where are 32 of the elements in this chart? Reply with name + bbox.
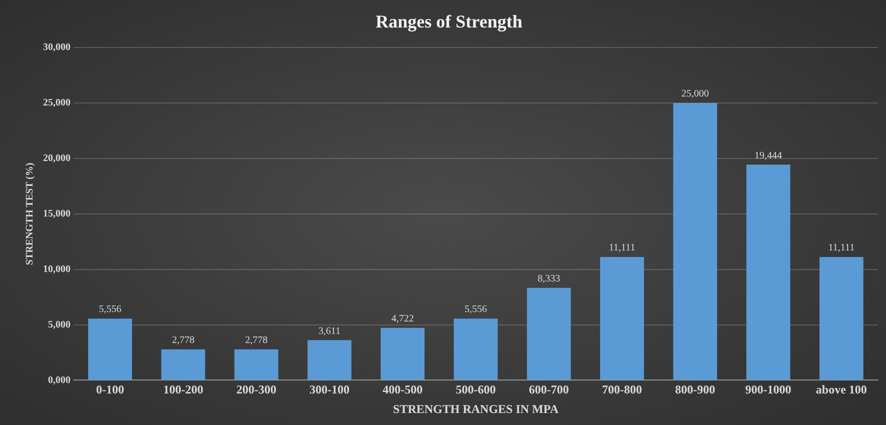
- data-label: 2,778: [172, 335, 194, 346]
- data-label: 11,111: [828, 242, 855, 254]
- y-tick-label: 5,000: [48, 319, 70, 330]
- x-tick-label: 0-100: [96, 382, 124, 396]
- data-label: 8,333: [538, 273, 560, 284]
- x-tick-label: 600-700: [528, 382, 569, 396]
- data-label: 3,611: [318, 326, 341, 337]
- y-tick-label: 25,000: [43, 98, 70, 109]
- data-label: 25,000: [681, 88, 709, 100]
- x-axis-title: STRENGTH RANGES IN MPA: [393, 402, 559, 416]
- data-label: 5,556: [464, 304, 487, 316]
- y-tick-label: 0,000: [48, 374, 70, 386]
- x-tick-label: 400-500: [382, 382, 423, 396]
- x-tick-label: 500-600: [456, 382, 496, 396]
- y-tick-label: 10,000: [43, 264, 70, 275]
- y-tick-label: 30,000: [43, 42, 70, 54]
- x-tick-label: 200-300: [236, 382, 276, 396]
- y-tick-label: 15,000: [43, 208, 70, 220]
- data-label: 2,778: [245, 335, 268, 346]
- x-tick-label: 300-100: [309, 382, 350, 396]
- x-tick-label: 900-1000: [745, 382, 792, 396]
- chart-title: Ranges of Strength: [376, 11, 522, 32]
- x-tick-label: 800-900: [675, 382, 716, 396]
- x-tick-label: above 100: [816, 382, 867, 396]
- data-label: 5,556: [98, 304, 122, 316]
- data-label: 19,444: [754, 150, 782, 162]
- data-label: 11,111: [608, 242, 636, 254]
- y-tick-label: 20,000: [43, 153, 70, 164]
- x-tick-label: 700-800: [602, 382, 642, 396]
- x-tick-label: 100-200: [163, 382, 204, 396]
- y-axis-title: STRENGTH TEST (%): [24, 162, 36, 266]
- data-label: 4,722: [391, 313, 414, 324]
